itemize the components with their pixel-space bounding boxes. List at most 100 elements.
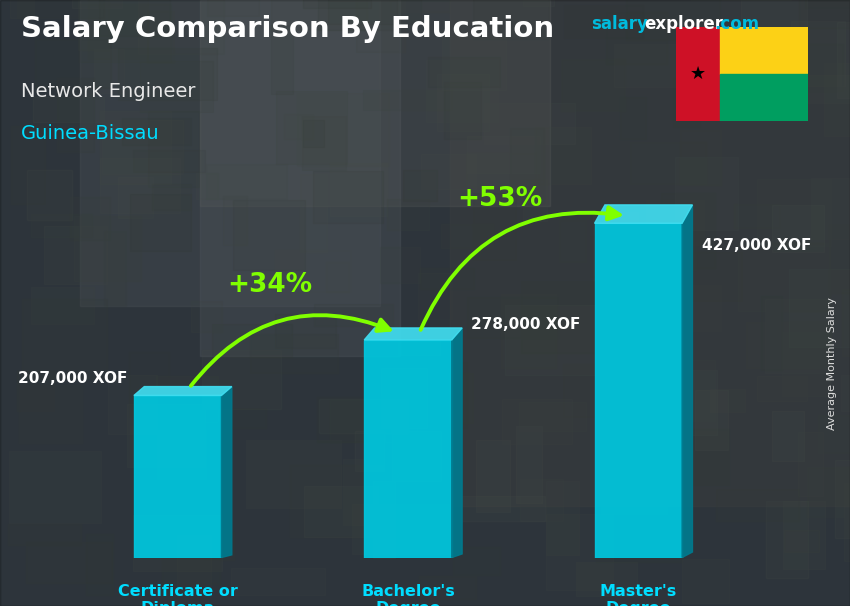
Bar <box>200 0 550 206</box>
Text: +34%: +34% <box>227 272 312 298</box>
Bar <box>442 36 507 90</box>
Bar <box>766 501 808 579</box>
Bar <box>546 481 579 555</box>
Bar <box>660 193 715 268</box>
Bar <box>303 120 324 147</box>
Bar <box>94 49 124 93</box>
Bar <box>200 0 400 356</box>
Bar <box>246 440 341 508</box>
Bar <box>144 412 178 437</box>
Bar <box>162 530 220 584</box>
Bar <box>656 417 677 485</box>
Bar <box>26 542 111 584</box>
Bar <box>535 127 592 184</box>
Bar <box>614 44 700 87</box>
Bar <box>598 456 629 477</box>
Bar <box>646 201 704 245</box>
Bar <box>782 332 830 396</box>
Bar <box>102 120 183 174</box>
Bar <box>371 362 467 428</box>
Bar <box>576 562 637 596</box>
Bar <box>679 130 722 185</box>
Bar <box>519 402 586 431</box>
Bar <box>177 535 211 590</box>
Bar <box>772 205 824 253</box>
Polygon shape <box>594 205 693 223</box>
Bar <box>331 400 416 442</box>
Bar <box>683 559 729 603</box>
Bar <box>373 481 395 559</box>
Bar <box>365 340 451 558</box>
Polygon shape <box>365 328 462 340</box>
Bar <box>35 39 110 88</box>
Bar <box>808 467 850 517</box>
Bar <box>524 179 547 221</box>
Text: salary: salary <box>591 15 648 33</box>
Bar <box>353 504 452 554</box>
Bar <box>128 404 205 467</box>
Bar <box>100 158 179 213</box>
Bar <box>676 252 742 301</box>
Text: 278,000 XOF: 278,000 XOF <box>472 318 581 333</box>
Bar <box>673 78 700 127</box>
Bar <box>592 329 626 358</box>
Bar <box>71 197 110 241</box>
Bar <box>738 242 830 311</box>
Bar <box>720 27 807 75</box>
Bar <box>212 324 292 358</box>
Bar <box>606 12 667 64</box>
Bar <box>31 287 94 324</box>
Bar <box>476 440 510 512</box>
Bar <box>710 389 745 411</box>
Bar <box>139 61 212 112</box>
Bar <box>57 78 94 152</box>
Bar <box>319 399 408 433</box>
Polygon shape <box>682 205 693 558</box>
Bar <box>33 96 104 122</box>
Bar <box>22 299 107 378</box>
Text: Guinea-Bissau: Guinea-Bissau <box>21 124 160 143</box>
Bar <box>720 75 807 121</box>
Text: explorer: explorer <box>644 15 723 33</box>
Bar <box>762 296 782 370</box>
Bar <box>250 334 338 373</box>
Bar <box>130 426 163 457</box>
Bar <box>627 225 696 270</box>
Bar <box>419 576 476 599</box>
Bar <box>156 376 218 422</box>
Bar <box>303 116 346 170</box>
Bar <box>437 74 489 131</box>
Bar <box>789 268 850 347</box>
Bar <box>757 179 831 246</box>
Bar <box>174 408 266 428</box>
Bar <box>462 496 546 521</box>
Bar <box>683 370 717 435</box>
Text: Master's
Degree: Master's Degree <box>600 584 677 606</box>
Text: 427,000 XOF: 427,000 XOF <box>701 238 811 253</box>
Bar <box>799 0 850 28</box>
Bar <box>523 0 554 6</box>
Bar <box>716 489 799 521</box>
Bar <box>10 0 34 18</box>
Bar <box>271 25 293 94</box>
Bar <box>564 5 643 38</box>
Bar <box>44 226 107 284</box>
Bar <box>759 75 806 111</box>
Bar <box>626 0 720 40</box>
Bar <box>564 364 625 417</box>
Bar <box>118 48 218 100</box>
Bar <box>484 104 575 144</box>
Bar <box>561 59 626 111</box>
Polygon shape <box>451 328 462 558</box>
Bar <box>511 128 545 203</box>
Bar <box>590 236 630 277</box>
Bar <box>122 118 191 144</box>
Bar <box>354 431 384 471</box>
Bar <box>313 171 383 223</box>
Bar <box>17 371 54 411</box>
Bar <box>667 430 728 485</box>
Bar <box>118 177 152 218</box>
Bar <box>8 524 81 545</box>
Bar <box>688 40 777 115</box>
Bar <box>520 479 564 522</box>
